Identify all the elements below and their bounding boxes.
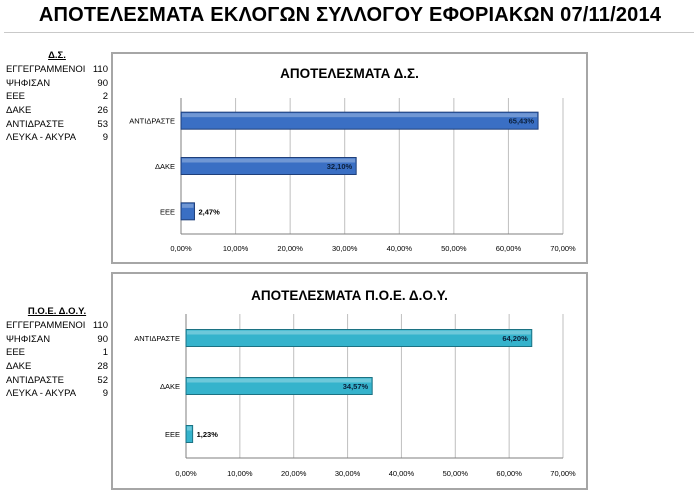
- page-title: ΑΠΟΤΕΛΕΣΜΑΤΑ ΕΚΛΟΓΩΝ ΣΥΛΛΟΓΟΥ ΕΦΟΡΙΑΚΩΝ …: [38, 4, 662, 26]
- panel-title: Δ.Σ.: [48, 50, 66, 61]
- tick-label: 20,00%: [277, 244, 303, 253]
- bar-3: [185, 425, 194, 443]
- data-label: 65,43%: [509, 117, 535, 126]
- row-label: ΕΕΕ: [6, 91, 26, 103]
- bar-sheen: [187, 426, 192, 431]
- tick-label: 50,00%: [443, 469, 469, 478]
- row-value: 52: [97, 374, 108, 386]
- category-label: ΕΕΕ: [165, 430, 180, 439]
- data-label: 2,47%: [198, 207, 220, 216]
- chart-ds-svg: ΑΠΟΤΕΛΕΣΜΑΤΑ Δ.Σ. 0,00% 10,00% 20,00% 30,00%…: [129, 66, 576, 253]
- tick-label: 30,00%: [335, 469, 361, 478]
- row-value: 2: [102, 91, 108, 103]
- tick-label: 0,00%: [175, 469, 197, 478]
- row-label: ΑΝΤΙΔΡΑΣΤΕ: [6, 118, 64, 130]
- row-label: ΕΓΓΕΓΡΑΜΜΕΝΟΙ: [6, 320, 86, 331]
- tick-label: 30,00%: [332, 244, 358, 253]
- title-divider: [4, 32, 694, 33]
- row-value: 9: [102, 388, 108, 400]
- row-label: ΔΑΚΕ: [6, 361, 32, 373]
- row-label: ΛΕΥΚΑ - ΑΚΥΡΑ: [6, 132, 77, 144]
- category-label: ΔΑΚΕ: [160, 382, 180, 391]
- data-label: 64,20%: [502, 334, 528, 343]
- chart-title: ΑΠΟΤΕΛΕΣΜΑΤΑ Δ.Σ.: [280, 66, 419, 81]
- bar-sheen: [182, 203, 194, 208]
- row-value: 9: [102, 132, 108, 144]
- table-row: ΔΑΚΕ 28: [6, 360, 108, 374]
- table-row: ΨΗΦΙΣΑΝ 90: [6, 333, 108, 347]
- bar-1: [185, 329, 533, 347]
- row-value: 90: [97, 77, 108, 89]
- tick-label: 70,00%: [550, 469, 576, 478]
- row-value: 53: [97, 118, 108, 130]
- data-label: 34,57%: [343, 382, 369, 391]
- tick-label: 0,00%: [170, 244, 192, 253]
- bar-1: [180, 111, 539, 130]
- category-label: ΔΑΚΕ: [155, 162, 175, 171]
- table-row: ΑΝΤΙΔΡΑΣΤΕ 52: [6, 374, 108, 388]
- row-value: 90: [97, 333, 108, 345]
- row-label: ΨΗΦΙΣΑΝ: [6, 333, 51, 345]
- bar-2: [180, 157, 357, 175]
- tick-label: 20,00%: [281, 469, 307, 478]
- tick-label: 50,00%: [441, 244, 467, 253]
- table-row: ΔΑΚΕ 26: [6, 104, 108, 118]
- bar-sheen: [182, 113, 538, 118]
- row-value: 110: [92, 64, 108, 75]
- chart-ds: ΑΠΟΤΕΛΕΣΜΑΤΑ Δ.Σ. 0,00% 10,00% 20,00% 30,00%…: [111, 52, 588, 264]
- tick-label: 10,00%: [223, 244, 249, 253]
- category-label: ΑΝΤΙΔΡΑΣΤΕ: [134, 334, 180, 343]
- table-row: ΑΝΤΙΔΡΑΣΤΕ 53: [6, 118, 108, 132]
- data-label: 1,23%: [197, 430, 219, 439]
- table-row: ΛΕΥΚΑ - ΑΚΥΡΑ 9: [6, 131, 108, 145]
- table-row: ΨΗΦΙΣΑΝ 90: [6, 77, 108, 91]
- row-label: ΕΓΓΕΓΡΑΜΜΕΝΟΙ: [6, 64, 86, 75]
- bar-sheen: [187, 330, 531, 335]
- results-table-poe-doy: Π.Ο.Ε. Δ.Ο.Υ. ΕΓΓΕΓΡΑΜΜΕΝΟΙ 110 ΨΗΦΙΣΑΝ 90…: [6, 306, 108, 401]
- bar-2: [185, 377, 373, 395]
- table-row: ΛΕΥΚΑ - ΑΚΥΡΑ 9: [6, 387, 108, 401]
- chart-poe-doy-svg: ΑΠΟΤΕΛΕΣΜΑΤΑ Π.Ο.Ε. Δ.Ο.Υ. 0,00% 10,00% 20,…: [134, 288, 576, 478]
- panel-title: Π.Ο.Ε. Δ.Ο.Υ.: [27, 306, 87, 317]
- row-label: ΑΝΤΙΔΡΑΣΤΕ: [6, 374, 64, 386]
- row-label: ΔΑΚΕ: [6, 105, 32, 117]
- tick-label: 40,00%: [387, 244, 413, 253]
- table-row: ΕΕΕ 1: [6, 346, 108, 360]
- table-row: ΕΓΓΕΓΡΑΜΜΕΝΟΙ 110: [6, 319, 108, 333]
- table-row: ΕΕΕ 2: [6, 90, 108, 104]
- row-label: ΛΕΥΚΑ - ΑΚΥΡΑ: [6, 388, 77, 400]
- tick-label: 60,00%: [496, 469, 522, 478]
- row-label: ΕΕΕ: [6, 347, 26, 359]
- row-value: 26: [97, 105, 108, 117]
- chart-title: ΑΠΟΤΕΛΕΣΜΑΤΑ Π.Ο.Ε. Δ.Ο.Υ.: [251, 288, 448, 303]
- bar-sheen: [182, 158, 356, 163]
- category-label: ΕΕΕ: [160, 207, 175, 216]
- row-label: ΨΗΦΙΣΑΝ: [6, 77, 51, 89]
- tick-label: 60,00%: [496, 244, 522, 253]
- row-value: 110: [92, 320, 108, 331]
- tick-label: 40,00%: [389, 469, 415, 478]
- row-value: 1: [102, 347, 108, 359]
- tick-label: 70,00%: [550, 244, 576, 253]
- table-row: ΕΓΓΕΓΡΑΜΜΕΝΟΙ 110: [6, 63, 108, 77]
- row-value: 28: [97, 361, 108, 373]
- category-label: ΑΝΤΙΔΡΑΣΤΕ: [129, 117, 175, 126]
- chart-poe-doy: ΑΠΟΤΕΛΕΣΜΑΤΑ Π.Ο.Ε. Δ.Ο.Υ. 0,00% 10,00% 20,…: [111, 272, 588, 490]
- tick-label: 10,00%: [227, 469, 253, 478]
- bar-sheen: [187, 378, 372, 383]
- bar-3: [180, 202, 195, 221]
- data-label: 32,10%: [327, 162, 353, 171]
- results-table-ds: Δ.Σ. ΕΓΓΕΓΡΑΜΜΕΝΟΙ 110 ΨΗΦΙΣΑΝ 90 ΕΕΕ 2 ΔΑΚ…: [6, 50, 108, 145]
